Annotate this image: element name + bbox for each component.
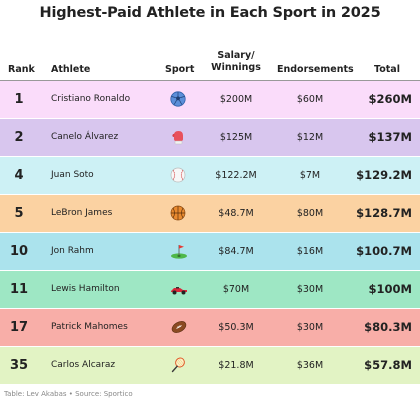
rank-cell: 5 [14,206,24,221]
table-row: 10 Jon Rahm $84.7M $16M $100.7M [0,233,420,271]
header-salary: Salary/ Winnings [211,50,261,73]
header-rank: Rank [8,64,35,75]
header-total: Total [374,64,400,75]
header-endorsements: Endorsements [277,64,354,75]
endorsements-cell: $80M [296,208,324,219]
race-car-icon [166,271,190,308]
table-row: 2 Canelo Álvarez $125M $12M $137M [0,119,420,157]
chart-title: Highest-Paid Athlete in Each Sport in 20… [39,5,381,21]
athlete-cell: Carlos Alcaraz [51,360,116,370]
endorsements-cell: $16M [296,246,324,257]
total-cell: $137M [368,130,412,144]
tennis-racket-icon [166,347,190,384]
total-cell: $100.7M [356,244,412,258]
table-row: 17 Patrick Mahomes $50.3M $30M $80.3M [0,309,420,347]
endorsements-cell: $36M [296,360,324,371]
rank-cell: 10 [9,244,29,259]
athlete-cell: Jon Rahm [51,246,94,256]
athlete-cell: Cristiano Ronaldo [51,94,131,104]
header-sport: Sport [165,64,195,75]
endorsements-cell: $30M [296,322,324,333]
endorsements-cell: $12M [296,132,324,143]
endorsements-cell: $30M [296,284,324,295]
salary-cell: $125M [219,132,253,143]
athlete-cell: Juan Soto [51,170,94,180]
table-header: Rank Athlete Sport Salary/ Winnings Endo… [0,44,420,84]
rank-cell: 1 [14,92,24,107]
table-row: 35 Carlos Alcaraz $21.8M $36M $57.8M [0,347,420,385]
salary-cell: $48.7M [218,208,254,219]
total-cell: $129.2M [356,168,412,182]
total-cell: $100M [368,282,412,296]
athlete-cell: Lewis Hamilton [51,284,120,294]
salary-cell: $21.8M [218,360,254,371]
golf-flag-icon [166,233,190,270]
total-cell: $57.8M [364,358,412,372]
endorsements-cell: $7M [299,170,321,181]
soccer-ball-icon [166,81,190,118]
total-cell: $80.3M [364,320,412,334]
source-footer: Table: Lev Akabas • Source: Sportico [4,390,133,398]
salary-cell: $70M [222,284,250,295]
header-athlete: Athlete [51,64,91,75]
endorsements-cell: $60M [296,94,324,105]
salary-cell: $200M [219,94,253,105]
rank-cell: 2 [14,130,24,145]
table-row: 1 Cristiano Ronaldo $200M $60M $260M [0,81,420,119]
rank-cell: 17 [9,320,29,335]
table-row: 4 Juan Soto $122.2M $7M $129.2M [0,157,420,195]
football-icon [166,309,190,346]
rank-cell: 11 [9,282,29,297]
salary-cell: $84.7M [218,246,254,257]
basketball-icon [166,195,190,232]
rank-cell: 4 [14,168,24,183]
baseball-icon [166,157,190,194]
salary-cell: $122.2M [215,170,257,181]
table-row: 5 LeBron James $48.7M $80M $128.7M [0,195,420,233]
total-cell: $260M [368,92,412,106]
header-divider [0,80,420,81]
athlete-cell: LeBron James [51,208,113,218]
table-body: 1 Cristiano Ronaldo $200M $60M $260M 2 Canelo … [0,81,420,385]
athlete-cell: Canelo Álvarez [51,132,119,142]
salary-cell: $50.3M [218,322,254,333]
table-row: 11 Lewis Hamilton $70M $30M $100M [0,271,420,309]
boxing-glove-icon [166,119,190,156]
rank-cell: 35 [9,358,29,373]
total-cell: $128.7M [356,206,412,220]
athlete-cell: Patrick Mahomes [51,322,128,332]
